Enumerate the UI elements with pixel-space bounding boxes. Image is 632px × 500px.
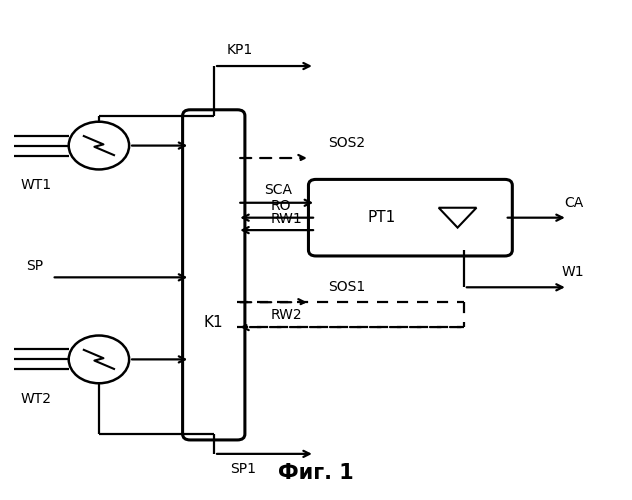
Text: SP: SP bbox=[27, 259, 44, 273]
Text: W1: W1 bbox=[561, 266, 584, 280]
Text: RW2: RW2 bbox=[270, 308, 302, 322]
Polygon shape bbox=[439, 208, 477, 228]
Text: WT1: WT1 bbox=[20, 178, 51, 192]
FancyBboxPatch shape bbox=[183, 110, 245, 440]
Text: SOS2: SOS2 bbox=[329, 136, 366, 150]
Text: CA: CA bbox=[564, 196, 584, 209]
Text: K1: K1 bbox=[204, 315, 224, 330]
FancyBboxPatch shape bbox=[308, 180, 513, 256]
Text: KP1: KP1 bbox=[227, 42, 253, 56]
Text: SP1: SP1 bbox=[230, 462, 256, 476]
Text: Фиг. 1: Фиг. 1 bbox=[278, 462, 354, 482]
Circle shape bbox=[69, 122, 129, 170]
Text: SOS1: SOS1 bbox=[329, 280, 366, 294]
Text: WT2: WT2 bbox=[20, 392, 51, 406]
Text: PT1: PT1 bbox=[368, 210, 396, 225]
Text: SCA: SCA bbox=[264, 183, 292, 197]
Circle shape bbox=[69, 336, 129, 384]
Text: RW1: RW1 bbox=[270, 212, 302, 226]
Text: RO: RO bbox=[270, 198, 291, 212]
